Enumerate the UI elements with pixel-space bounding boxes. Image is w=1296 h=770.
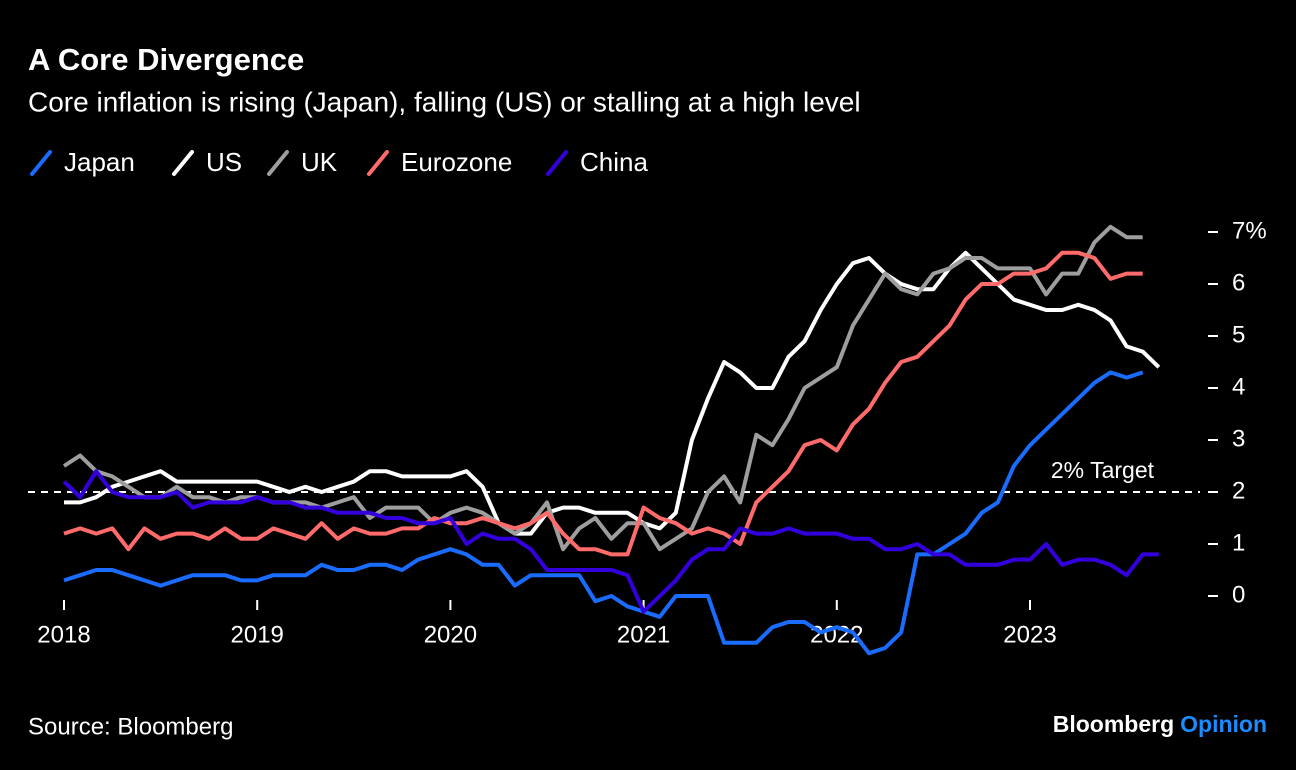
legend-label: Eurozone — [401, 147, 512, 177]
legend-swatch — [367, 150, 389, 176]
x-tick-label: 2019 — [231, 621, 284, 648]
y-tick-label: 0 — [1232, 581, 1245, 608]
y-tick-label: 2 — [1232, 477, 1245, 504]
series-line — [63, 370, 1144, 656]
logo: Bloomberg Opinion — [1053, 711, 1267, 737]
series-line — [64, 250, 1161, 536]
legend-swatch — [30, 150, 52, 176]
chart-subtitle: Core inflation is rising (Japan), fallin… — [28, 86, 861, 117]
source: Source: Bloomberg — [28, 713, 233, 740]
legend-swatch — [546, 150, 568, 176]
x-tick-label: 2021 — [617, 621, 670, 648]
y-tick-label: 3 — [1232, 425, 1245, 452]
series-line — [62, 469, 1159, 614]
legend-label: China — [580, 147, 648, 177]
logo-suffix: Opinion — [1180, 711, 1267, 737]
y-tick-label: 5 — [1232, 321, 1245, 348]
y-tick-label: 4 — [1232, 373, 1245, 400]
legend-label: US — [206, 147, 242, 177]
x-tick-label: 2018 — [37, 621, 90, 648]
logo-name: Bloomberg — [1053, 711, 1174, 737]
x-tick-label: 2020 — [424, 621, 477, 648]
legend-swatch — [172, 150, 194, 176]
legend-label: UK — [301, 147, 338, 177]
y-tick-label: 1 — [1232, 529, 1245, 556]
target-label: 2% Target — [1051, 457, 1155, 483]
legend-swatch — [267, 150, 289, 176]
y-tick-label: 7% — [1232, 217, 1267, 244]
series-line — [63, 250, 1143, 557]
y-tick-label: 6 — [1232, 269, 1245, 296]
chart-title: A Core Divergence — [28, 42, 304, 77]
legend-label: Japan — [64, 147, 135, 177]
series-line — [62, 224, 1143, 552]
x-tick-label: 2023 — [1003, 621, 1056, 648]
